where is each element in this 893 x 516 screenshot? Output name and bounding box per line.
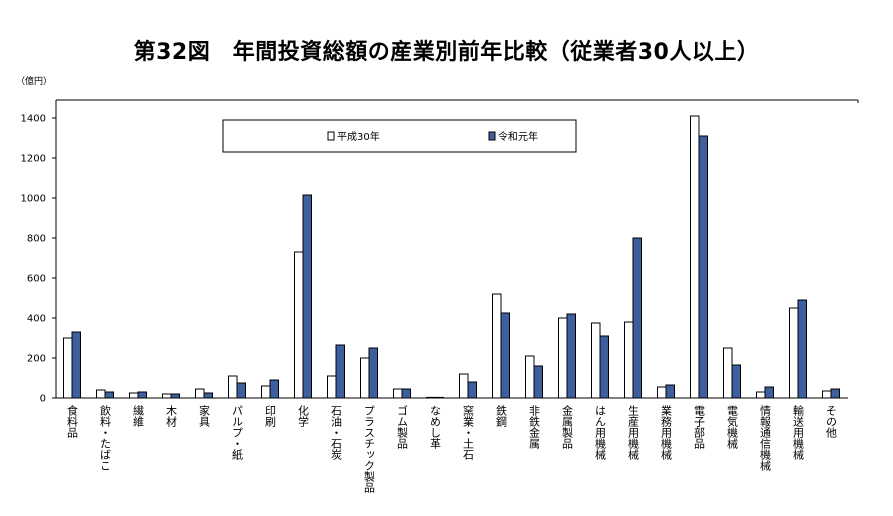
- x-tick-label: その他: [825, 405, 838, 438]
- x-axis-labels: 食料品 飲料・たばこ 繊維 木材 家具 パルプ・紙 印刷 化学 石油・石炭 プラスチック製品 ゴム製…: [66, 404, 838, 493]
- y-tick-label: 0: [40, 394, 46, 405]
- x-tick-label: 木材: [165, 405, 178, 427]
- bar-series-2-0: [71, 331, 81, 399]
- bar-series-1-10: [393, 388, 403, 399]
- bar-series-2-9: [368, 347, 378, 399]
- legend-swatch-series-1: [327, 131, 335, 141]
- bar-series-2-4: [203, 392, 213, 399]
- bar-series-1-11: [426, 396, 436, 399]
- bar-series-1-19: [690, 115, 700, 399]
- x-tick-label: 業務用機械: [660, 405, 673, 461]
- y-tick-label: 1400: [21, 114, 46, 125]
- bar-series-2-22: [797, 299, 807, 399]
- bars: [63, 115, 840, 399]
- bar-series-1-5: [228, 375, 238, 399]
- bar-series-2-2: [137, 391, 147, 399]
- bar-series-2-10: [401, 388, 411, 399]
- bar-series-2-3: [170, 393, 180, 399]
- bar-series-1-4: [195, 388, 205, 399]
- bar-series-2-20: [731, 364, 741, 399]
- bar-series-1-23: [822, 390, 832, 399]
- bar-series-2-1: [104, 391, 114, 399]
- bar-series-2-15: [566, 313, 576, 399]
- bar-series-2-13: [500, 312, 510, 399]
- bar-series-1-9: [360, 357, 370, 399]
- x-tick-label: 非鉄金属: [528, 405, 541, 450]
- x-tick-label: 生産用機械: [627, 404, 640, 461]
- y-tick-label: 1200: [21, 154, 46, 165]
- x-tick-label: プラスチック製品: [363, 405, 376, 493]
- bar-series-1-8: [327, 375, 337, 399]
- y-axis-unit-label: （億円）: [16, 75, 52, 87]
- bar-series-1-2: [129, 392, 139, 399]
- x-tick-label: 繊維: [132, 405, 145, 427]
- x-tick-label: 窯業・土石: [462, 404, 475, 460]
- bar-series-1-16: [591, 322, 601, 399]
- bar-series-2-16: [599, 335, 609, 399]
- bar-series-2-17: [632, 237, 642, 399]
- bar-series-2-5: [236, 382, 246, 399]
- bar-series-1-18: [657, 386, 667, 399]
- x-tick-label: パルプ・紙: [231, 405, 244, 460]
- legend-label-series-1: 平成30年: [337, 130, 380, 143]
- chart-title: 第32図 年間投資総額の産業別前年比較（従業者30人以上）: [133, 40, 760, 65]
- y-tick-label: 400: [27, 314, 46, 325]
- legend: 平成30年 令和元年: [222, 119, 577, 153]
- y-axis-ticks: 0 200 400 600 800 1000 1200 1400: [21, 114, 56, 405]
- x-tick-label: なめし革: [429, 405, 442, 449]
- bar-series-1-20: [723, 347, 733, 399]
- x-tick-label: はん用機械: [594, 405, 607, 461]
- x-tick-label: 石油・石炭: [330, 405, 343, 461]
- x-tick-label: ゴム製品: [396, 404, 409, 449]
- bar-series-2-12: [467, 381, 477, 399]
- x-tick-label: 電気機械: [726, 405, 739, 450]
- legend-box: [222, 119, 577, 153]
- bar-series-1-12: [459, 373, 469, 399]
- bar-series-2-14: [533, 365, 543, 399]
- bar-series-1-6: [261, 385, 271, 399]
- bar-series-1-15: [558, 317, 568, 399]
- bar-series-2-11: [434, 396, 444, 399]
- x-tick-label: 印刷: [264, 405, 277, 427]
- bar-series-2-7: [302, 194, 312, 399]
- x-tick-label: 金属製品: [561, 404, 574, 449]
- x-tick-label: 食料品: [66, 404, 79, 438]
- x-tick-label: 情報通信機械: [759, 405, 772, 472]
- bar-series-2-23: [830, 388, 840, 399]
- bar-series-2-6: [269, 379, 279, 399]
- bar-series-1-14: [525, 355, 535, 399]
- bar-series-1-7: [294, 251, 304, 399]
- y-tick-label: 1000: [21, 194, 46, 205]
- x-tick-label: 飲料・たばこ: [99, 404, 112, 471]
- bar-series-2-18: [665, 384, 675, 399]
- bar-series-1-21: [756, 391, 766, 399]
- y-tick-label: 800: [27, 234, 46, 245]
- legend-label-series-2: 令和元年: [498, 130, 538, 143]
- x-tick-label: 電子部品: [693, 405, 706, 449]
- x-tick-label: 鉄鋼: [495, 404, 508, 428]
- legend-swatch-series-2: [488, 131, 496, 141]
- y-tick-label: 600: [27, 274, 46, 285]
- y-tick-label: 200: [27, 354, 46, 365]
- x-tick-label: 家具: [198, 404, 211, 427]
- bar-series-1-0: [63, 337, 73, 399]
- bar-series-1-13: [492, 293, 502, 399]
- bar-series-1-17: [624, 321, 634, 399]
- x-tick-label: 輸送用機械: [792, 404, 805, 461]
- bar-series-1-1: [96, 389, 106, 399]
- bar-series-2-8: [335, 344, 345, 399]
- bar-series-1-3: [162, 393, 172, 399]
- x-tick-label: 化学: [297, 404, 310, 427]
- bar-series-2-21: [764, 386, 774, 399]
- bar-series-1-22: [789, 307, 799, 399]
- bar-series-2-19: [698, 135, 708, 399]
